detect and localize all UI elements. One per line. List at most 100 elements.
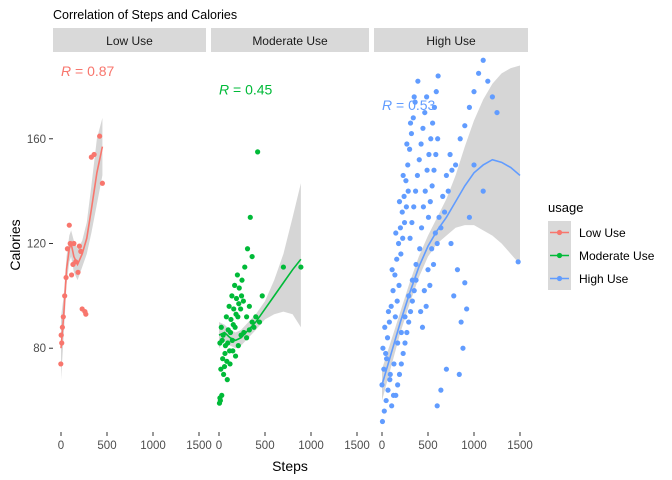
data-point — [247, 214, 253, 220]
x-tick-label: 1000 — [298, 440, 324, 452]
data-point — [430, 261, 437, 268]
data-point — [403, 178, 409, 184]
data-point — [398, 251, 404, 257]
facet-high-use: High Use R = 0.53 0 500 1000 1500 — [374, 28, 533, 452]
confidence-band — [219, 183, 301, 349]
data-point — [389, 267, 395, 273]
data-point — [431, 104, 438, 110]
data-point — [403, 204, 409, 210]
data-point — [462, 123, 468, 129]
data-point — [244, 335, 250, 341]
confidence-band — [61, 117, 103, 380]
data-point — [428, 136, 434, 142]
data-point — [218, 366, 224, 372]
data-point — [453, 162, 459, 168]
data-point — [454, 267, 461, 273]
data-point — [447, 151, 453, 158]
x-tick-label: 0 — [379, 440, 385, 452]
data-point — [398, 329, 404, 336]
data-point — [382, 324, 388, 330]
legend-key-point — [556, 252, 563, 259]
data-point — [430, 120, 436, 126]
data-point — [456, 371, 462, 378]
data-point — [249, 253, 255, 260]
facet-strip — [53, 28, 206, 52]
data-point — [404, 329, 410, 336]
legend-entry-low-use: Low Use — [548, 221, 626, 244]
data-point — [433, 151, 439, 158]
data-point — [387, 371, 393, 378]
legend-label: Low Use — [579, 226, 626, 240]
data-point — [396, 371, 403, 378]
data-point — [424, 167, 430, 173]
x-tick-label: 500 — [418, 440, 437, 452]
facet-panels: Low Use R = 0.87 0 500 1000 1500 80 120 160 Moder… — [27, 28, 533, 452]
y-tick-label: 80 — [33, 343, 46, 355]
data-point — [417, 246, 423, 252]
data-point — [426, 151, 432, 158]
data-point — [235, 314, 241, 320]
data-point — [416, 157, 422, 163]
data-point — [409, 298, 415, 304]
data-point — [220, 356, 226, 362]
data-point — [259, 293, 265, 299]
data-point — [222, 350, 228, 357]
facet-strip-label: Moderate Use — [252, 34, 328, 48]
y-tick-label: 120 — [27, 239, 46, 251]
data-point — [419, 324, 426, 330]
data-point — [232, 282, 238, 288]
data-point — [390, 288, 396, 294]
data-point — [381, 366, 387, 372]
data-point — [471, 89, 477, 95]
data-point — [395, 382, 401, 388]
data-point — [394, 256, 400, 262]
data-point — [385, 308, 392, 315]
data-point — [226, 303, 232, 309]
data-point — [448, 240, 454, 247]
x-tick-label: 500 — [255, 440, 274, 452]
data-point — [434, 403, 440, 409]
data-point — [405, 162, 411, 168]
data-point — [466, 104, 472, 110]
legend: usage Low Use Moderate Use High Use — [548, 200, 655, 290]
correlation-annotation: R = 0.53 — [382, 97, 436, 113]
data-point — [224, 358, 230, 364]
legend-label: High Use — [579, 272, 629, 286]
data-point — [407, 235, 413, 241]
data-point — [435, 73, 441, 79]
data-point — [389, 403, 395, 409]
data-point — [400, 235, 406, 241]
data-point — [494, 109, 500, 116]
data-point — [396, 282, 402, 288]
data-point — [418, 225, 425, 231]
data-point — [440, 193, 446, 199]
data-point — [411, 204, 417, 210]
data-point — [395, 240, 402, 247]
legend-entry-moderate-use: Moderate Use — [548, 244, 655, 267]
data-point — [485, 78, 491, 84]
x-tick-label: 1500 — [344, 440, 370, 452]
data-point — [384, 335, 391, 341]
data-point — [405, 188, 411, 194]
data-point — [221, 363, 228, 370]
data-point — [438, 387, 444, 393]
data-point — [249, 319, 255, 325]
data-point — [390, 392, 397, 398]
data-point — [409, 219, 415, 226]
x-tick-label: 1000 — [461, 440, 487, 452]
data-point — [223, 314, 229, 320]
data-point — [413, 261, 419, 268]
data-point — [458, 319, 464, 325]
data-point — [404, 141, 410, 147]
data-point — [420, 125, 426, 131]
data-point — [383, 350, 389, 357]
smooth-line — [60, 146, 104, 349]
data-point — [480, 188, 486, 194]
data-point — [238, 306, 244, 312]
data-point — [219, 337, 225, 343]
data-point — [68, 272, 75, 278]
data-point — [411, 94, 417, 100]
data-point — [406, 319, 412, 325]
data-point — [441, 209, 448, 215]
data-point — [427, 199, 433, 205]
